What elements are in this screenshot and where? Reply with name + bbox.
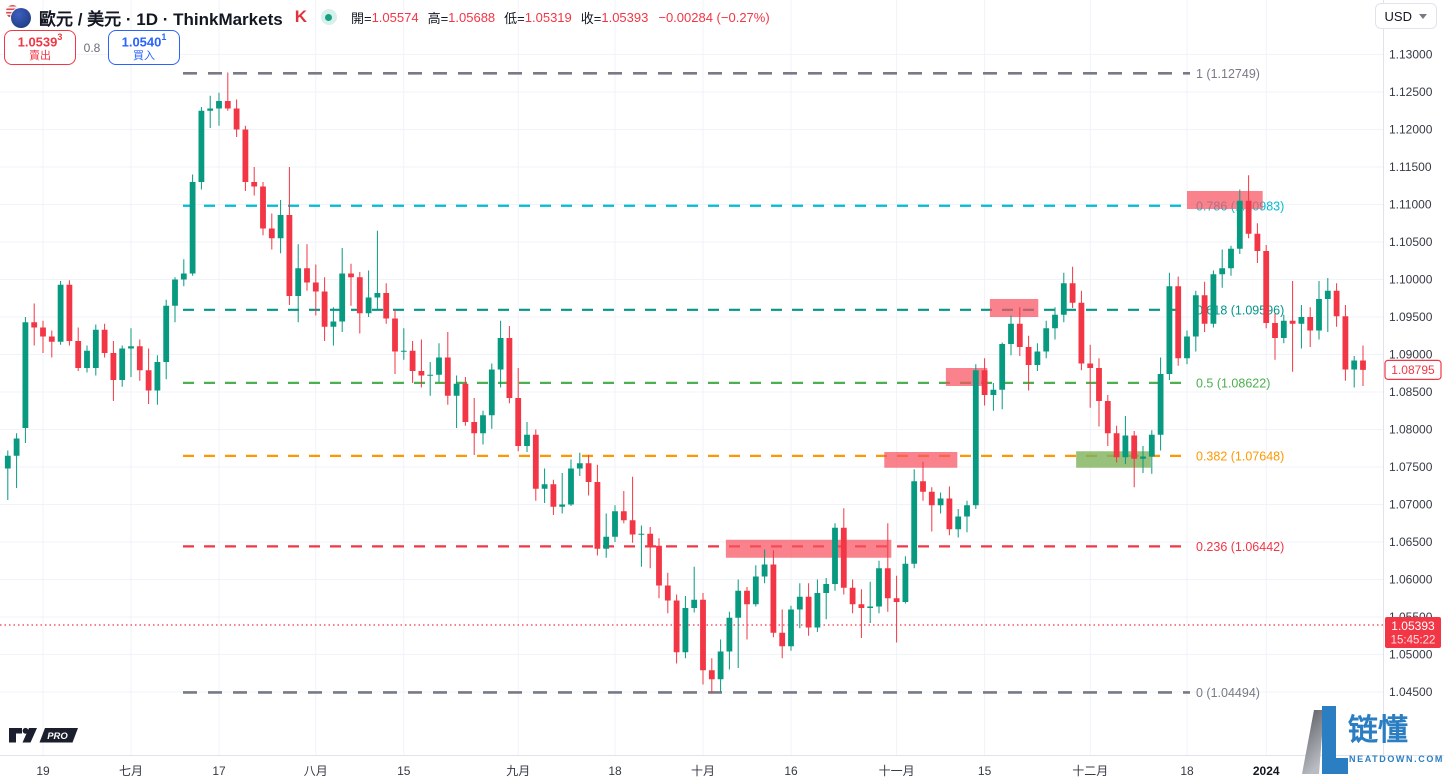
- svg-text:1.05393: 1.05393: [1391, 619, 1435, 633]
- svg-text:1.10500: 1.10500: [1389, 235, 1433, 249]
- trade-panel: 1.05393 賣出 0.8 1.05401 買入: [4, 30, 180, 65]
- spread-value: 0.8: [83, 40, 101, 55]
- current-price-tag: 1.05393 15:45:22: [1385, 617, 1441, 649]
- ohlc-low-label: 低=: [504, 10, 525, 26]
- svg-text:0 (1.04494): 0 (1.04494): [1196, 686, 1260, 700]
- ohlc-readout: 開= 1.05574 高= 1.05688 低= 1.05319 收= 1.05…: [351, 8, 770, 27]
- ohlc-open-value: 1.05574: [371, 9, 419, 25]
- svg-text:1.04500: 1.04500: [1389, 685, 1433, 699]
- svg-text:16: 16: [784, 764, 798, 778]
- chart-toolbar: 歐元 / 美元 · 1D · ThinkMarkets K 開= 1.05574…: [6, 4, 770, 30]
- svg-text:1.07000: 1.07000: [1389, 498, 1433, 512]
- symbol-title[interactable]: 歐元 / 美元 · 1D · ThinkMarkets: [39, 9, 283, 29]
- market-status-icon: [320, 9, 337, 25]
- svg-text:八月: 八月: [304, 764, 328, 778]
- ohlc-close-value: 1.05393: [601, 9, 649, 25]
- svg-text:1.06500: 1.06500: [1389, 535, 1433, 549]
- svg-text:0.5 (1.08622): 0.5 (1.08622): [1196, 376, 1270, 390]
- svg-text:1.08000: 1.08000: [1389, 423, 1433, 437]
- ohlc-high-value: 1.05688: [448, 9, 496, 25]
- svg-text:1.11000: 1.11000: [1389, 198, 1432, 212]
- buy-price: 1.05401: [121, 32, 167, 50]
- brand-logo-icon: [1302, 706, 1348, 774]
- svg-text:15: 15: [978, 764, 992, 778]
- svg-text:1.11500: 1.11500: [1389, 160, 1432, 174]
- pro-badge: [39, 728, 78, 743]
- pro-badge-label: PRO: [47, 731, 68, 742]
- fib-retracement-lines: 1 (1.12749)0.786 (1.10983)0.618 (1.09596…: [183, 67, 1284, 700]
- tradingview-logo[interactable]: PRO: [9, 726, 93, 749]
- svg-text:0.382 (1.07648): 0.382 (1.07648): [1196, 449, 1284, 463]
- ohlc-close-label: 收=: [580, 10, 602, 26]
- svg-text:19: 19: [36, 764, 50, 778]
- brand-name: 链懂: [1348, 714, 1408, 747]
- svg-text:七月: 七月: [119, 764, 143, 778]
- brand-watermark: 链懂 NEATDOWN.COM: [1300, 700, 1442, 780]
- svg-text:十二月: 十二月: [1072, 764, 1108, 778]
- ohlc-high-label: 高=: [427, 10, 449, 26]
- price-zones: [725, 191, 1263, 558]
- svg-text:0.618 (1.09596): 0.618 (1.09596): [1196, 303, 1284, 317]
- axis-borders: [0, 0, 1444, 756]
- svg-text:1.13000: 1.13000: [1389, 48, 1433, 62]
- svg-text:1.05000: 1.05000: [1389, 648, 1433, 662]
- tv-glyph: [9, 728, 22, 743]
- price-axis-labels: 1.13000 1.12500 1.12000 1.11500 1.11000 1.105…: [1389, 48, 1433, 700]
- svg-text:1.09500: 1.09500: [1389, 310, 1433, 324]
- eur-flag-icon: [11, 8, 31, 28]
- svg-text:十月: 十月: [691, 764, 715, 778]
- svg-text:十一月: 十一月: [879, 764, 915, 778]
- svg-text:1.10000: 1.10000: [1389, 273, 1433, 287]
- svg-text:1.08500: 1.08500: [1389, 385, 1433, 399]
- ohlc-low-value: 1.05319: [524, 9, 572, 25]
- svg-text:1.12000: 1.12000: [1389, 123, 1433, 137]
- time-axis-labels: 19 七月 17 八月 15 九月 18 十月 16 十一月 15 十二月 18 2024: [36, 764, 1280, 778]
- svg-text:18: 18: [1180, 764, 1194, 778]
- buy-button[interactable]: 1.05401 買入: [108, 30, 180, 65]
- symbol-pair-icon: [6, 5, 32, 29]
- svg-text:1.08795: 1.08795: [1391, 363, 1435, 377]
- svg-text:1.12500: 1.12500: [1389, 85, 1433, 99]
- currency-selector[interactable]: USD: [1374, 3, 1437, 29]
- svg-text:1.06000: 1.06000: [1389, 573, 1433, 587]
- ohlc-open-label: 開=: [350, 10, 372, 26]
- svg-text:0.236 (1.06442): 0.236 (1.06442): [1196, 540, 1284, 554]
- sell-price: 1.05393: [17, 32, 63, 50]
- candles: [4, 72, 1366, 694]
- sell-button[interactable]: 1.05393 賣出: [4, 30, 76, 65]
- svg-text:2024: 2024: [1253, 764, 1280, 778]
- svg-text:18: 18: [608, 764, 622, 778]
- grid-lines: [0, 0, 1384, 756]
- sell-label: 賣出: [29, 49, 51, 62]
- svg-text:1.07500: 1.07500: [1389, 460, 1433, 474]
- ohlc-change-value: −0.00284 (−0.27%): [658, 9, 770, 25]
- brand-domain: NEATDOWN.COM: [1349, 754, 1444, 764]
- svg-text:17: 17: [212, 764, 226, 778]
- svg-text:1.09000: 1.09000: [1389, 348, 1433, 362]
- thinkmarkets-icon: K: [294, 7, 307, 26]
- svg-text:九月: 九月: [506, 764, 530, 778]
- svg-text:15:45:22: 15:45:22: [1391, 635, 1436, 647]
- svg-text:15: 15: [397, 764, 411, 778]
- chevron-down-icon: [1419, 13, 1427, 19]
- svg-text:1 (1.12749): 1 (1.12749): [1196, 67, 1260, 81]
- last-price-tag: 1.08795: [1384, 359, 1442, 380]
- buy-label: 買入: [133, 49, 155, 62]
- currency-selector-value: USD: [1384, 8, 1412, 24]
